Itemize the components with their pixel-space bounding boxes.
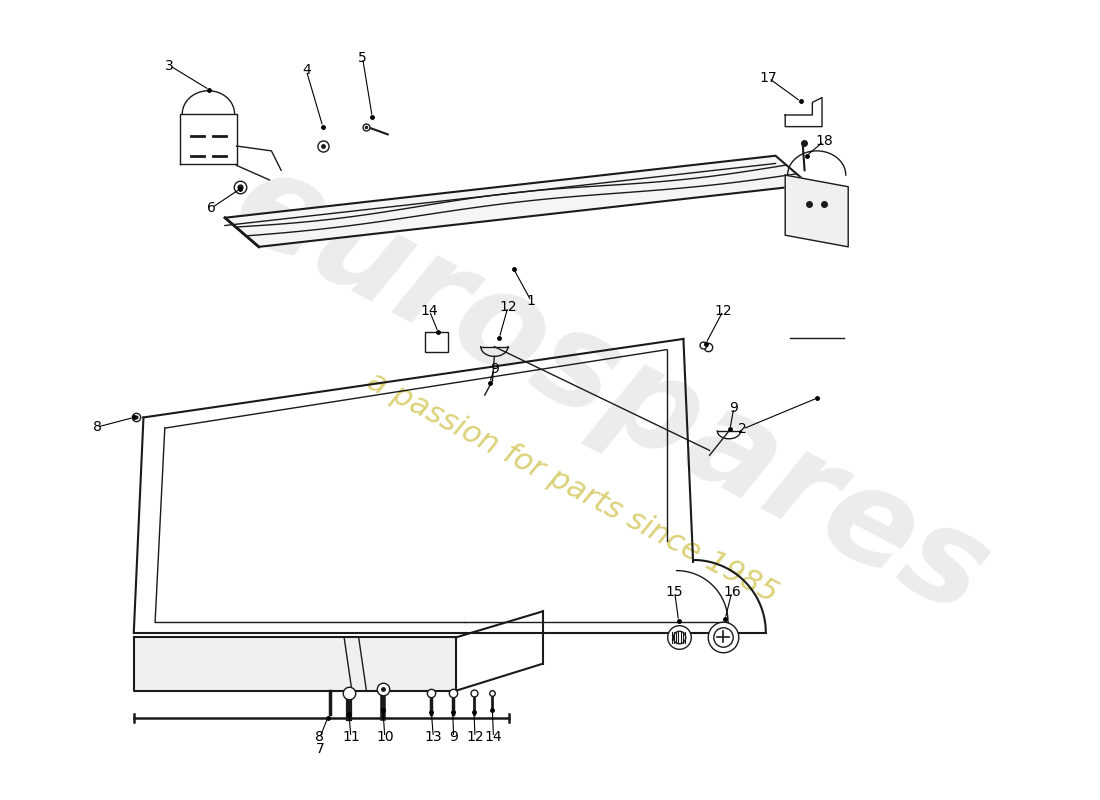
Polygon shape: [180, 114, 236, 165]
Polygon shape: [785, 98, 822, 126]
Text: 16: 16: [723, 585, 740, 599]
Text: 12: 12: [466, 730, 484, 744]
Text: 18: 18: [815, 134, 833, 148]
Text: 1: 1: [527, 294, 536, 308]
Polygon shape: [785, 175, 848, 247]
Text: 6: 6: [207, 201, 216, 215]
Text: 8: 8: [316, 730, 324, 744]
Text: 17: 17: [760, 71, 778, 85]
Bar: [425, 332, 448, 351]
Text: 5: 5: [359, 51, 367, 65]
Text: 14: 14: [485, 730, 503, 744]
Text: 3: 3: [165, 58, 174, 73]
Text: eurospares: eurospares: [212, 138, 1009, 642]
Text: 13: 13: [425, 730, 442, 744]
Text: 7: 7: [316, 742, 324, 756]
Text: 14: 14: [420, 304, 438, 318]
Text: 4: 4: [301, 63, 310, 78]
Text: 2: 2: [738, 422, 747, 436]
Text: 15: 15: [666, 585, 683, 599]
Text: 11: 11: [342, 730, 360, 744]
Text: 9: 9: [729, 401, 738, 414]
Text: 8: 8: [92, 420, 101, 434]
Text: 9: 9: [490, 362, 498, 376]
Polygon shape: [134, 638, 455, 691]
Text: 10: 10: [376, 730, 394, 744]
Text: 12: 12: [499, 300, 517, 314]
Text: a passion for parts since 1985: a passion for parts since 1985: [362, 366, 782, 608]
Text: 9: 9: [449, 730, 458, 744]
Text: 12: 12: [714, 304, 732, 318]
Polygon shape: [224, 156, 810, 247]
